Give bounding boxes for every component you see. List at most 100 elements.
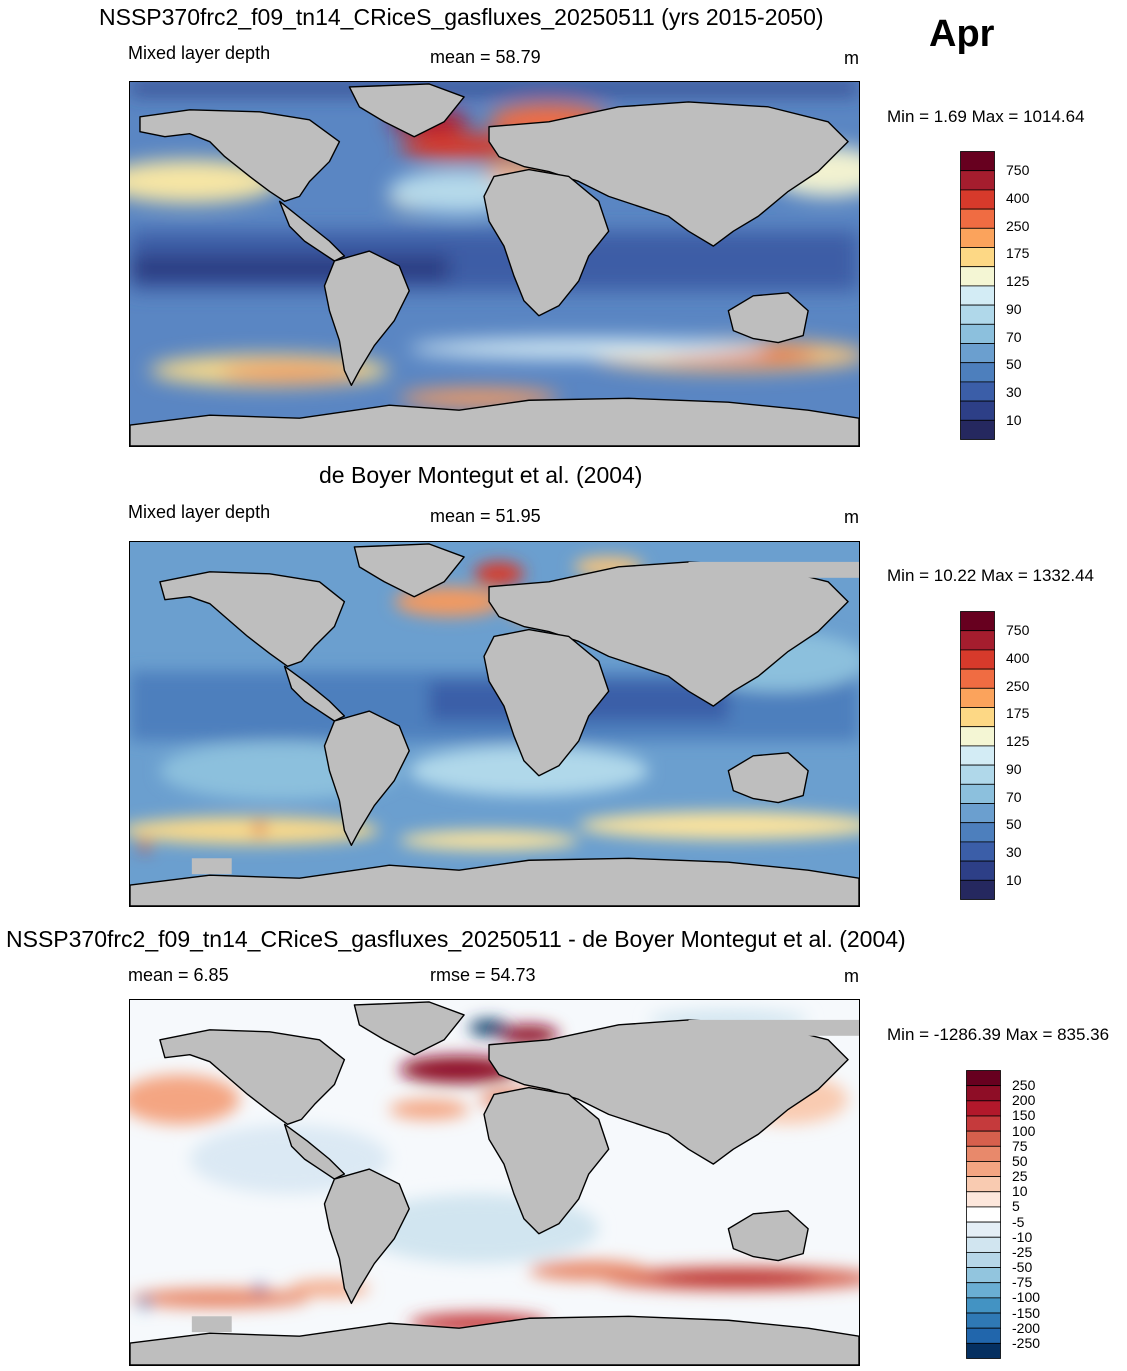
panel2-colorbar-tick-label: 175: [1006, 705, 1030, 722]
panel3-title: NSSP370frc2_f09_tn14_CRiceS_gasfluxes_20…: [6, 926, 906, 952]
panel2-colorbar-tick-label: 250: [1006, 677, 1030, 694]
panel1-colorbar-swatch: [960, 266, 995, 287]
panel1-colorbar: 750 400 250 175 125 90 70 50 30 10: [960, 151, 1100, 441]
panel3-colorbar-swatch: [966, 1312, 1001, 1329]
panel3-colorbar-swatch: [966, 1191, 1001, 1208]
panel3-unit-label: m: [844, 966, 859, 986]
panel2-colorbar-tick-label: 125: [1006, 733, 1030, 750]
panel1-colorbar-swatch: [960, 208, 995, 229]
panel3-colorbar-swatch: [966, 1176, 1001, 1193]
panel3-colorbar-tick-label: -10: [1012, 1228, 1033, 1245]
panel2-colorbar-swatch: [960, 745, 995, 766]
panel1-colorbar-tick-label: 400: [1006, 189, 1030, 206]
panel2-colorbar-swatch: [960, 726, 995, 747]
panel1-variable-label: Mixed layer depth: [128, 43, 271, 63]
panel3-colorbar-tick-label: 5: [1012, 1198, 1020, 1215]
panel3-colorbar-tick-label: 75: [1012, 1137, 1028, 1154]
panel2-colorbar-swatch: [960, 611, 995, 632]
panel1-colorbar-tick-label: 250: [1006, 217, 1030, 234]
panel1-colorbar-swatch: [960, 304, 995, 325]
panel2-colorbar-tick-label: 70: [1006, 788, 1022, 805]
panel2-colorbar-swatch: [960, 860, 995, 881]
panel2-colorbar-swatch: [960, 668, 995, 689]
panel3-colorbar-tick-label: -100: [1012, 1289, 1041, 1306]
panel2-colorbar-swatch: [960, 822, 995, 843]
panel3-mean-label: mean = 6.85: [128, 965, 229, 985]
panel2-colorbar-swatch: [960, 783, 995, 804]
panel1-unit-label: m: [844, 48, 859, 68]
panel1-colorbar-tick-label: 10: [1006, 411, 1022, 428]
panel2-colorbar-tick-label: 400: [1006, 649, 1030, 666]
panel1-colorbar-tick-label: 30: [1006, 384, 1022, 401]
panel1-title: NSSP370frc2_f09_tn14_CRiceS_gasfluxes_20…: [99, 4, 824, 30]
panel1-colorbar-tick-label: 750: [1006, 162, 1030, 179]
panel2-colorbar-swatch: [960, 841, 995, 862]
panel1-colorbar-swatch: [960, 170, 995, 191]
panel3-colorbar-tick-label: -50: [1012, 1259, 1033, 1276]
panel3-colorbar-tick-label: 25: [1012, 1168, 1028, 1185]
panel2-colorbar-swatch: [960, 879, 995, 900]
panel2-colorbar-swatch: [960, 803, 995, 824]
panel1-colorbar-tick-label: 70: [1006, 328, 1022, 345]
panel2-mean-label: mean = 51.95: [430, 506, 541, 526]
panel3-colorbar-tick-label: -25: [1012, 1243, 1033, 1260]
panel3-minmax-label: Min = -1286.39 Max = 835.36: [887, 1025, 1110, 1044]
panel3-colorbar-swatch: [966, 1085, 1001, 1102]
panel2-colorbar-swatch: [960, 630, 995, 651]
panel3-colorbar-tick-label: -5: [1012, 1213, 1025, 1230]
panel1-colorbar-swatch: [960, 227, 995, 248]
panel1-colorbar-tick-label: 90: [1006, 300, 1022, 317]
panel3-colorbar-swatch: [966, 1236, 1001, 1253]
panel2-unit-label: m: [844, 507, 859, 527]
panel1-colorbar-swatch: [960, 343, 995, 364]
panel2-colorbar-tick-label: 750: [1006, 622, 1030, 639]
panel2-colorbar-swatch: [960, 707, 995, 728]
panel3-colorbar-swatch: [966, 1100, 1001, 1117]
panel1-colorbar-graphic: [960, 151, 995, 440]
panel1-colorbar-tick-label: 125: [1006, 273, 1030, 290]
panel3-colorbar-swatch: [966, 1161, 1001, 1178]
panel3-colorbar-swatch: [966, 1145, 1001, 1162]
panel3-colorbar-swatch: [966, 1297, 1001, 1314]
panel3-colorbar-swatch: [966, 1251, 1001, 1268]
panel1-colorbar-swatch: [960, 323, 995, 344]
month-label: Apr: [929, 13, 995, 55]
panel3-colorbar-tick-label: -150: [1012, 1304, 1041, 1321]
panel1-map: [129, 81, 860, 447]
panel3-colorbar-swatch: [966, 1115, 1001, 1132]
panel1-colorbar-swatch: [960, 285, 995, 306]
panel3-colorbar-swatch: [966, 1327, 1001, 1344]
panel2-colorbar-tick-label: 30: [1006, 844, 1022, 861]
panel3-colorbar-tick-label: -200: [1012, 1319, 1041, 1336]
panel3-colorbar-tick-label: 250: [1012, 1077, 1036, 1094]
panel3-colorbar-swatch: [966, 1130, 1001, 1147]
panel1-colorbar-tick-label: 50: [1006, 356, 1022, 373]
panel3-colorbar-swatch: [966, 1342, 1001, 1359]
panel2-colorbar-tick-label: 10: [1006, 871, 1022, 888]
panel3-colorbar: 250 200 150 100 75 50 25 10 5 -5 -10 -25 -50 -75 -100-…: [966, 1070, 1106, 1360]
panel3-colorbar-swatch: [966, 1282, 1001, 1299]
panel3-map: [129, 999, 860, 1366]
panel2-colorbar-swatch: [960, 687, 995, 708]
panel2-colorbar-swatch: [960, 764, 995, 785]
panel1-colorbar-swatch: [960, 400, 995, 421]
panel2-minmax-label: Min = 10.22 Max = 1332.44: [887, 566, 1094, 585]
panel3-colorbar-tick-label: 10: [1012, 1183, 1028, 1200]
panel2-map-graphic: [130, 542, 859, 906]
panel3-rmse-label: rmse = 54.73: [430, 965, 536, 985]
panel3-colorbar-tick-label: 150: [1012, 1107, 1036, 1124]
panel3-colorbar-swatch: [966, 1221, 1001, 1238]
panel1-colorbar-swatch: [960, 419, 995, 440]
panel3-colorbar-swatch: [966, 1070, 1001, 1087]
panel1-colorbar-swatch: [960, 362, 995, 383]
panel3-colorbar-tick-label: 100: [1012, 1122, 1036, 1139]
panel1-mean-label: mean = 58.79: [430, 47, 541, 67]
panel3-colorbar-tick-label: -250: [1012, 1334, 1041, 1351]
panel2-colorbar-swatch: [960, 649, 995, 670]
panel1-map-graphic: [130, 82, 859, 446]
panel1-colorbar-tick-label: 175: [1006, 245, 1030, 262]
panel1-colorbar-swatch: [960, 247, 995, 268]
panel1-minmax-label: Min = 1.69 Max = 1014.64: [887, 107, 1085, 126]
panel2-colorbar-graphic: [960, 611, 995, 900]
panel3-colorbar-swatch: [966, 1206, 1001, 1223]
